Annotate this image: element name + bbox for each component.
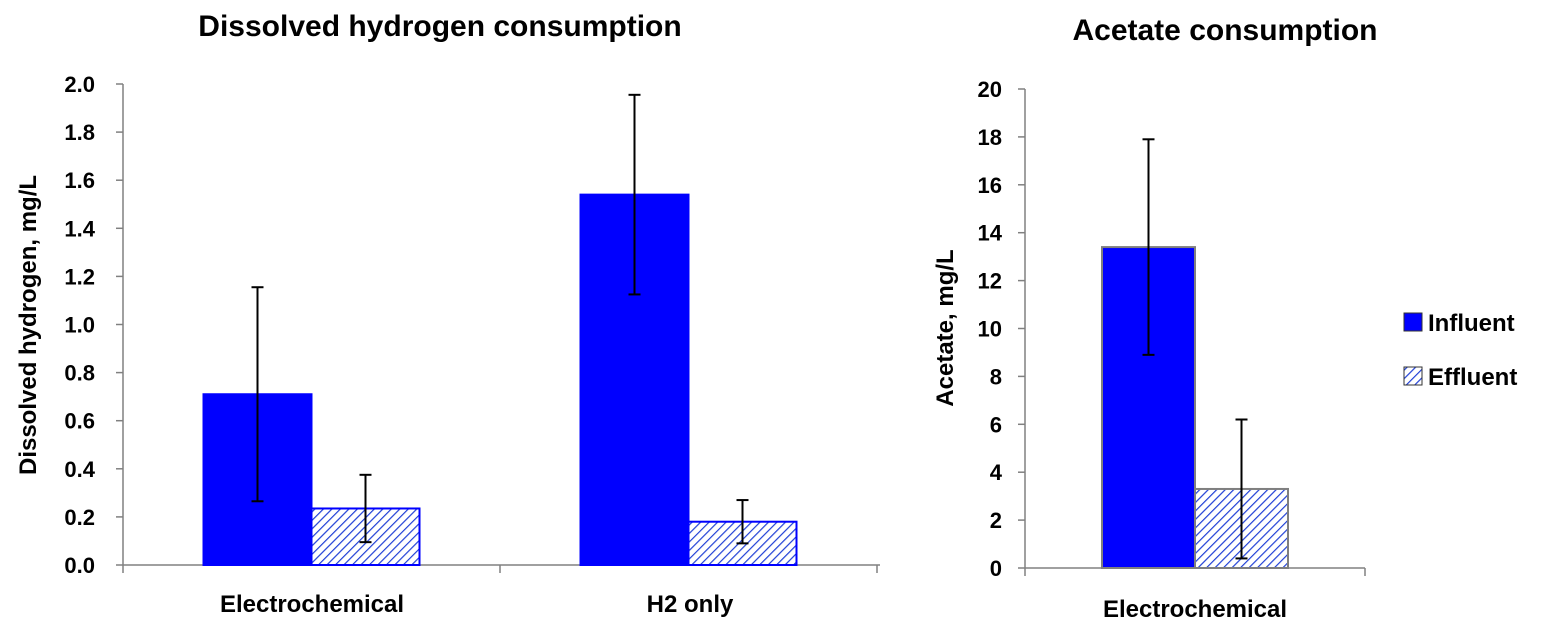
chart2-y-tick-label: 6 (990, 412, 1002, 437)
chart1-y-tick-label: 0.8 (64, 361, 95, 386)
chart1-y-tick-label: 0.6 (64, 409, 95, 434)
chart1-y-tick-label: 1.6 (64, 168, 95, 193)
chart2-y-tick-label: 20 (978, 77, 1002, 102)
chart2-y-tick-label: 10 (978, 317, 1002, 342)
legend-swatch-influent (1403, 312, 1423, 332)
chart1-y-tick-label: 0.2 (64, 505, 95, 530)
chart1-y-tick-label: 2.0 (64, 72, 95, 97)
chart2-y-tick-label: 18 (978, 125, 1002, 150)
chart1-y-tick-label: 1.2 (64, 264, 95, 289)
legend: Influent Effluent (1403, 310, 1517, 391)
chart2-bars (1101, 138, 1289, 569)
legend-label-influent: Influent (1428, 310, 1515, 337)
chart1-bars (202, 93, 798, 567)
chart1-category-label-0: Electrochemical (220, 591, 404, 618)
chart2-y-tick-label: 12 (978, 269, 1002, 294)
chart1-y-tick-label: 1.4 (64, 216, 95, 241)
legend-swatch-effluent (1403, 366, 1423, 386)
chart2-y-tick-label: 4 (990, 460, 1003, 485)
chart1-ylabel: Dissolved hydrogen, mg/L (15, 175, 42, 475)
chart2-y-tick-label: 2 (990, 508, 1002, 533)
chart2-ylabel: Acetate, mg/L (932, 249, 959, 406)
chart1-y-tick-label: 0.4 (64, 457, 95, 482)
chart2-y-tick-label: 0 (990, 556, 1002, 581)
chart2-title: Acetate consumption (1072, 14, 1377, 47)
chart2-y-tick-label: 16 (978, 173, 1002, 198)
legend-label-effluent: Effluent (1428, 364, 1517, 391)
chart1-axes: 0.0 0.2 0.4 0.6 0.8 1.0 1.2 1.4 1.6 1.8 2.0 (64, 72, 880, 578)
chart2-y-tick-label: 8 (990, 364, 1002, 389)
chart1-title: Dissolved hydrogen consumption (198, 10, 681, 43)
chart1-y-tick-label: 1.0 (64, 313, 95, 338)
chart1-category-label-1: H2 only (647, 591, 734, 618)
chart2-category-label-0: Electrochemical (1103, 596, 1287, 622)
chart2-y-tick-label: 14 (978, 221, 1003, 246)
chart1-y-tick-label: 1.8 (64, 120, 95, 145)
chart1-y-tick-label: 0.0 (64, 553, 95, 578)
